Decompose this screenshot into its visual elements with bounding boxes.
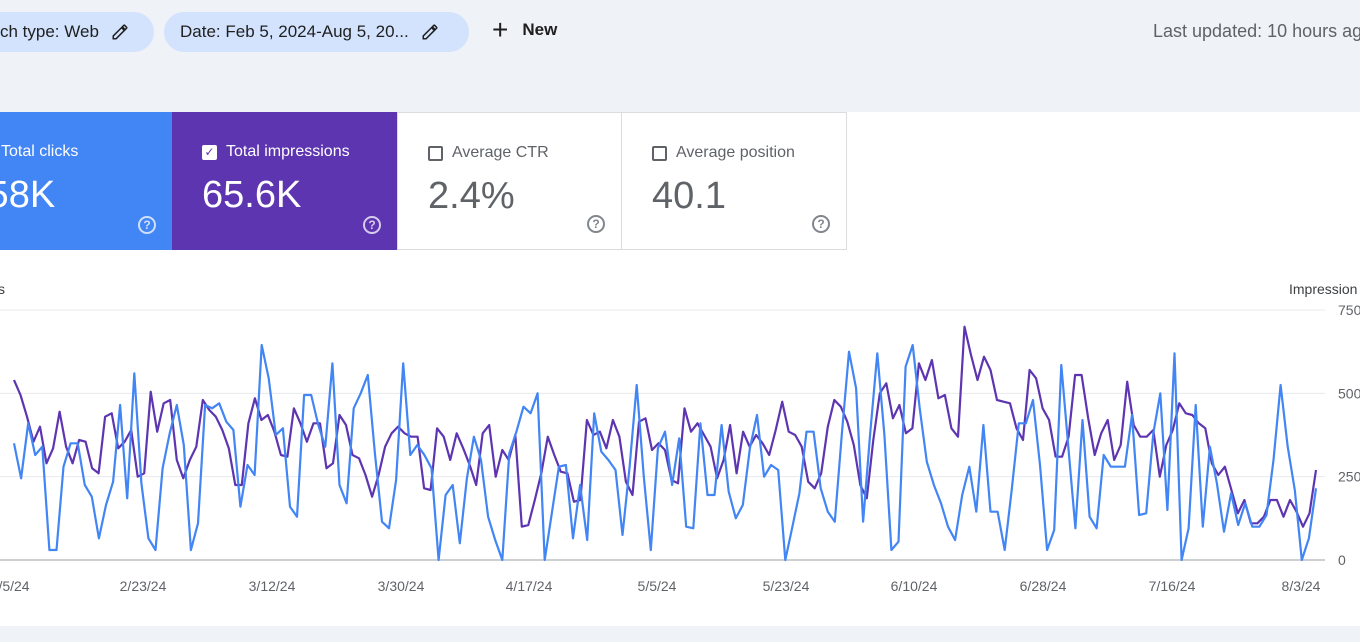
total-impressions-line[interactable] (12, 325, 1318, 528)
performance-chart[interactable]: 750 500 250 0 s Impression/5/24 2/23/24 3/12/24… (0, 270, 1360, 610)
x-tick-label: 6/10/24 (891, 578, 938, 594)
y-tick-label: 750 (1338, 302, 1360, 318)
metric-label: Total clicks (1, 143, 79, 160)
metric-label: Average position (676, 144, 795, 161)
checkbox-icon[interactable]: ✓ (202, 144, 217, 160)
total-clicks-line[interactable] (12, 343, 1318, 562)
help-icon[interactable]: ? (138, 216, 156, 234)
pencil-icon[interactable] (421, 23, 439, 41)
x-tick-label: 8/3/24 (1282, 578, 1321, 594)
left-axis-label: s (0, 281, 5, 297)
x-tick-label: 7/16/24 (1149, 578, 1196, 594)
metric-value: 2.4% (428, 175, 515, 217)
pencil-icon[interactable] (111, 23, 129, 41)
metric-label: Total impressions (226, 143, 350, 160)
metric-value: 40.1 (652, 175, 726, 217)
x-tick-label: 5/23/24 (763, 578, 810, 594)
y-tick-label: 500 (1338, 385, 1360, 401)
plus-icon: + (492, 14, 509, 45)
metric-card-average-position[interactable]: Average position 40.1 ? (622, 112, 847, 250)
x-tick-label: /5/24 (0, 578, 30, 594)
x-tick-label: 4/17/24 (506, 578, 553, 594)
filter-bar: ch type: Web Date: Feb 5, 2024-Aug 5, 20… (0, 0, 1360, 64)
y-tick-label: 0 (1338, 552, 1346, 568)
help-icon[interactable]: ? (363, 216, 381, 234)
search-type-chip[interactable]: ch type: Web (0, 12, 154, 52)
checkbox-icon[interactable] (428, 145, 443, 161)
help-icon[interactable]: ? (812, 215, 830, 233)
date-range-chip[interactable]: Date: Feb 5, 2024-Aug 5, 20... (164, 12, 469, 52)
metric-label: Average CTR (452, 144, 549, 161)
x-tick-label: 3/12/24 (249, 578, 296, 594)
x-tick-label: 3/30/24 (378, 578, 425, 594)
right-axis-label: Impression (1289, 281, 1357, 297)
search-type-label: ch type: Web (0, 22, 99, 41)
metric-value: 65.6K (202, 174, 302, 216)
metric-card-total-impressions[interactable]: ✓ Total impressions 65.6K ? (172, 112, 397, 250)
y-tick-label: 250 (1338, 469, 1360, 485)
x-tick-label: 5/5/24 (638, 578, 677, 594)
metric-card-total-clicks[interactable]: ✓Total clicks .58K ? (0, 112, 172, 250)
x-tick-label: 2/23/24 (120, 578, 167, 594)
metric-value: .58K (0, 174, 56, 216)
date-range-label: Date: Feb 5, 2024-Aug 5, 20... (180, 22, 409, 41)
footer-strip (0, 626, 1360, 642)
new-filter-label: New (522, 20, 558, 39)
last-updated-text: Last updated: 10 hours ag (1153, 21, 1360, 41)
x-tick-label: 6/28/24 (1020, 578, 1067, 594)
checkbox-icon[interactable] (652, 145, 667, 161)
help-icon[interactable]: ? (587, 215, 605, 233)
metric-card-average-ctr[interactable]: Average CTR 2.4% ? (397, 112, 622, 250)
new-filter-button[interactable]: + New (492, 14, 558, 45)
